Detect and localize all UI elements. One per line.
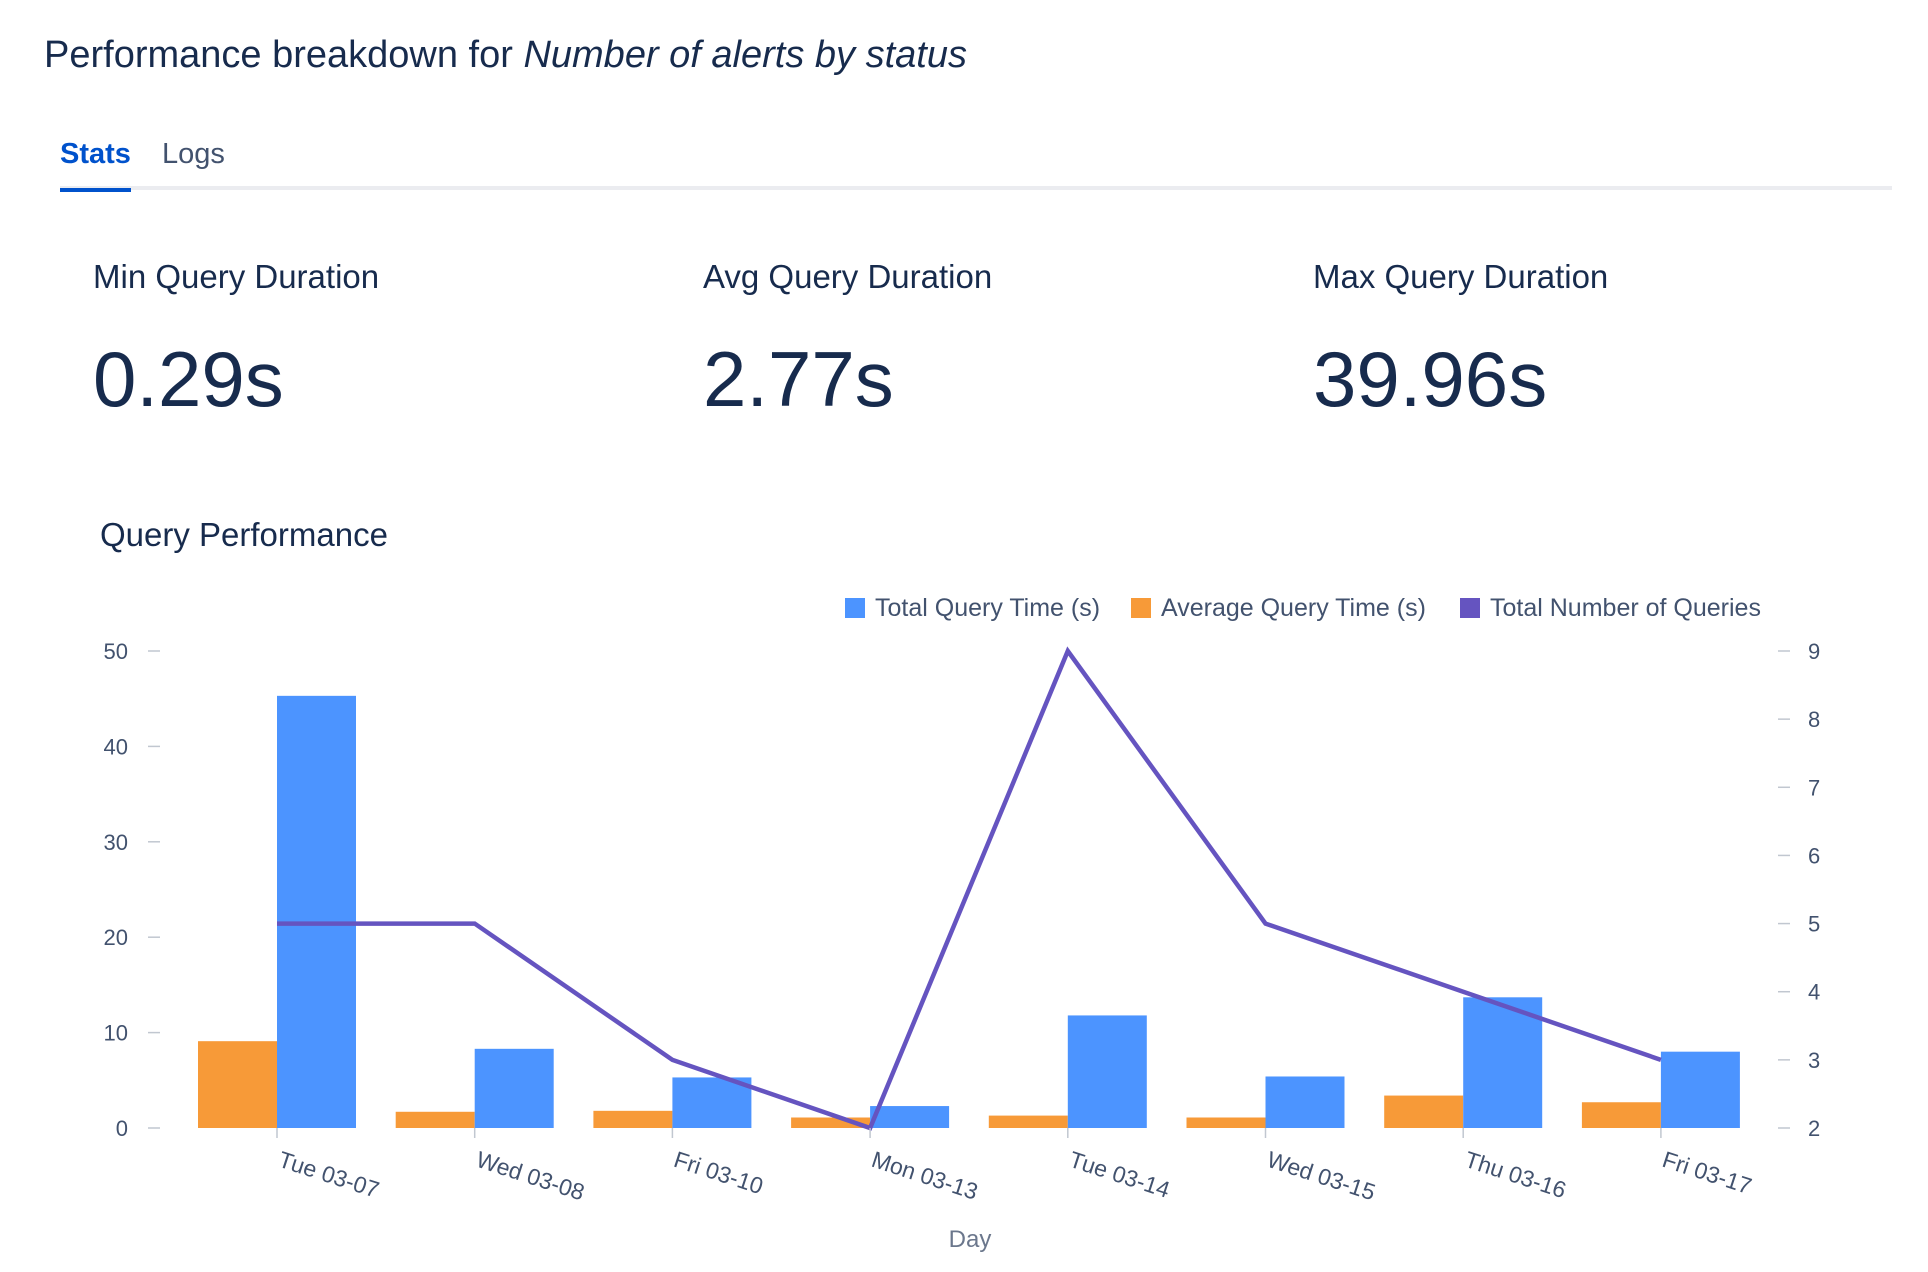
page-title-report-name: Number of alerts by status	[523, 34, 967, 76]
stat-min-query-duration: Min Query Duration 0.29s	[93, 258, 379, 425]
x-axis-tick-label: Mon 03-13	[869, 1146, 982, 1205]
bar-average-query-time	[791, 1117, 871, 1128]
x-axis-label: Day	[949, 1226, 992, 1253]
y-axis-tick-label: 50	[104, 639, 128, 664]
y-axis-tick-label: 10	[104, 1021, 128, 1046]
legend-swatch	[1131, 598, 1151, 618]
legend-label: Average Query Time (s)	[1161, 594, 1426, 622]
tab-bar: Stats Logs	[60, 120, 1892, 192]
bar-average-query-time	[395, 1111, 475, 1128]
page-title-prefix: Performance breakdown for	[44, 34, 524, 76]
bar-average-query-time	[198, 1041, 277, 1128]
x-axis-tick-label: Fri 03-17	[1659, 1146, 1755, 1199]
bar-total-query-time	[1660, 1051, 1740, 1128]
stat-max-query-duration: Max Query Duration 39.96s	[1313, 258, 1608, 425]
y2-axis-tick-label: 3	[1808, 1048, 1820, 1073]
bar-total-query-time	[1265, 1076, 1345, 1128]
tab-logs[interactable]: Logs	[162, 138, 225, 170]
x-axis-tick-label: Wed 03-08	[473, 1146, 588, 1205]
stat-label: Max Query Duration	[1313, 258, 1609, 295]
y2-axis-tick-label: 6	[1808, 843, 1820, 868]
stat-value: 39.96s	[1313, 335, 1548, 423]
bar-total-query-time	[870, 1106, 950, 1128]
y-axis-tick-label: 30	[104, 830, 128, 855]
legend-swatch	[845, 598, 865, 618]
legend-label: Total Query Time (s)	[875, 594, 1100, 622]
y2-axis-tick-label: 5	[1808, 912, 1820, 937]
y-axis-tick-label: 0	[116, 1116, 128, 1141]
bar-average-query-time	[593, 1110, 673, 1128]
bar-total-query-time	[277, 695, 356, 1128]
stat-label: Min Query Duration	[93, 258, 380, 295]
bar-total-query-time	[1067, 1015, 1147, 1128]
y2-axis-tick-label: 4	[1808, 980, 1820, 1005]
page-title: Performance breakdown for Number of aler…	[44, 34, 967, 77]
y2-axis-tick-label: 8	[1808, 707, 1820, 732]
legend-label: Total Number of Queries	[1490, 594, 1761, 622]
legend-swatch	[1460, 598, 1480, 618]
bar-average-query-time	[988, 1115, 1068, 1128]
bar-total-query-time	[1463, 997, 1543, 1128]
y2-axis-tick-label: 7	[1808, 775, 1820, 800]
bar-average-query-time	[1581, 1102, 1661, 1128]
bar-average-query-time	[1384, 1095, 1464, 1128]
x-axis-tick-label: Thu 03-16	[1462, 1146, 1570, 1203]
bar-average-query-time	[1186, 1117, 1266, 1128]
y-axis-tick-label: 40	[104, 734, 128, 759]
x-axis-tick-label: Tue 03-14	[1066, 1146, 1173, 1203]
stat-value: 2.77s	[703, 335, 894, 423]
line-total-number-of-queries	[277, 646, 1662, 1131]
y2-axis-tick-label: 2	[1808, 1116, 1820, 1141]
bar-total-query-time	[474, 1048, 554, 1128]
y-axis-tick-label: 20	[104, 925, 128, 950]
tab-stats[interactable]: Stats	[60, 138, 131, 192]
x-axis-tick-label: Wed 03-15	[1264, 1146, 1379, 1205]
x-axis-tick-label: Fri 03-10	[671, 1146, 767, 1199]
stat-label: Avg Query Duration	[703, 258, 993, 295]
x-axis-tick-label: Tue 03-07	[275, 1146, 382, 1203]
y2-axis-tick-label: 9	[1808, 639, 1820, 664]
stat-avg-query-duration: Avg Query Duration 2.77s	[703, 258, 992, 425]
bar-total-query-time	[672, 1077, 752, 1128]
chart-title: Query Performance	[100, 516, 388, 553]
stat-value: 0.29s	[93, 335, 284, 423]
